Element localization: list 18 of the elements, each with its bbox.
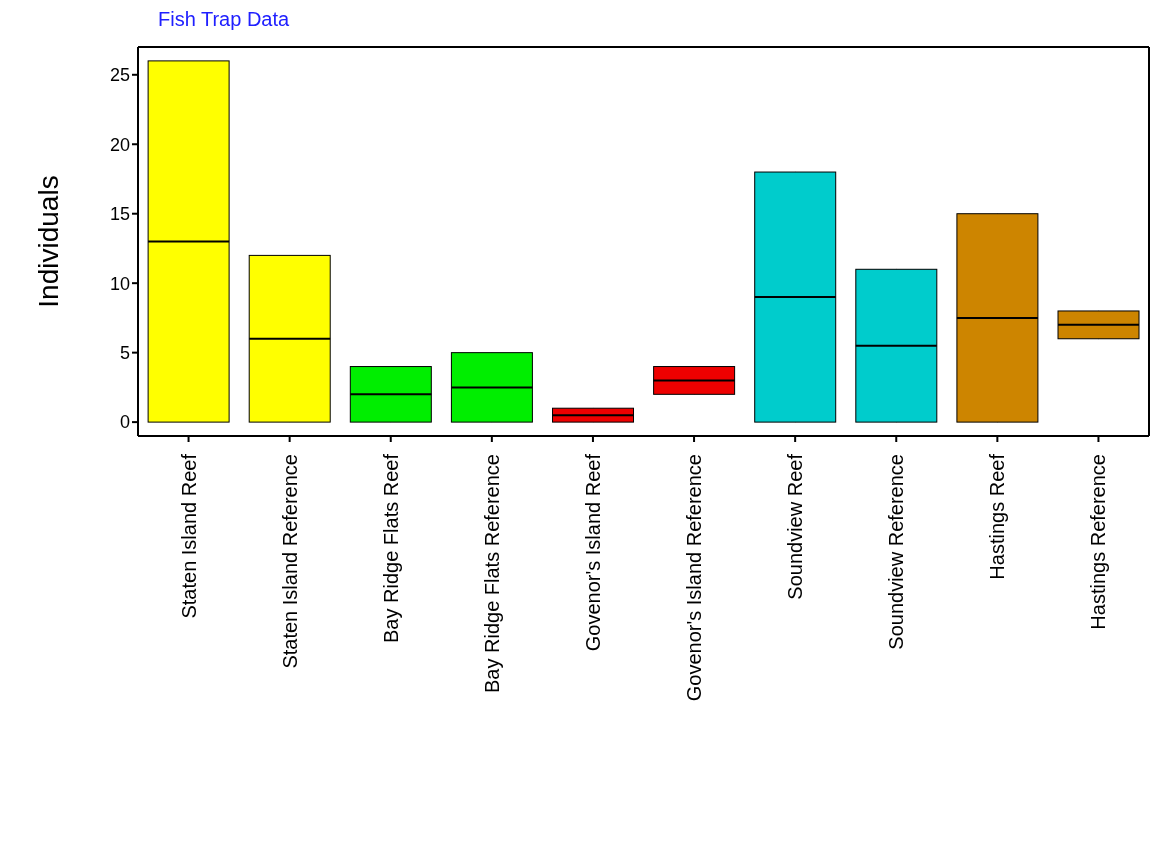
x-tick-label: Staten Island Reference: [278, 454, 301, 669]
y-tick-label: 0: [119, 412, 130, 433]
x-tick-label: Soundview Reef: [784, 453, 807, 600]
y-tick-label: 20: [109, 134, 130, 155]
x-tick-label: Hastings Reef: [986, 453, 1009, 580]
x-tick-label: Govenor's Island Reef: [581, 453, 604, 652]
x-tick-label: Hastings Reference: [1087, 454, 1110, 630]
y-tick-label: 15: [109, 204, 130, 225]
x-tick-label: Bay Ridge Flats Reef: [379, 453, 402, 643]
x-tick-label: Govenor's Island Reference: [683, 454, 706, 702]
y-tick-label: 10: [109, 273, 130, 294]
x-tick-label: Bay Ridge Flats Reference: [480, 454, 503, 694]
x-tick-label: Staten Island Reef: [177, 453, 200, 619]
y-tick-label: 25: [109, 65, 130, 86]
y-tick-label: 5: [119, 343, 130, 364]
y-axis-title: Individuals: [32, 175, 64, 308]
chart-title: Fish Trap Data: [158, 8, 291, 32]
x-tick-label: Soundview Reference: [885, 454, 908, 650]
